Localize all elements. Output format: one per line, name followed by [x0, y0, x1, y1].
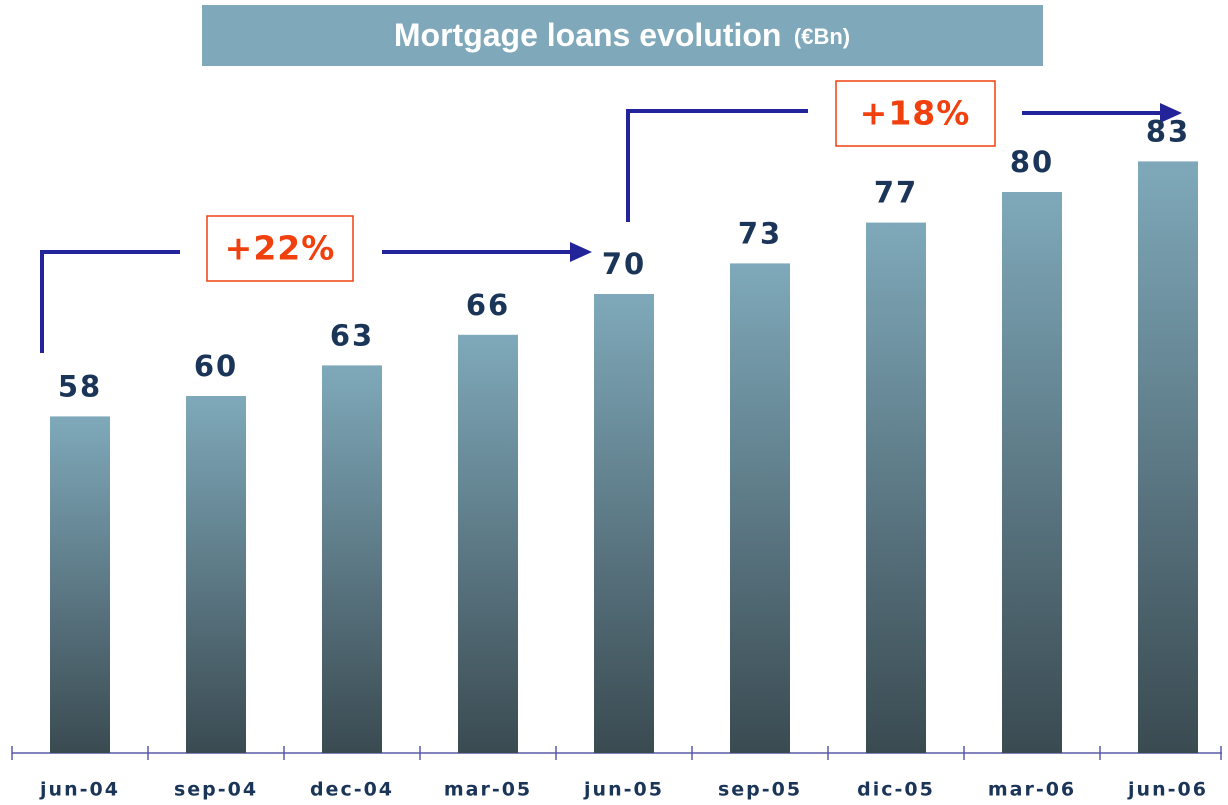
- value-label: 80: [1010, 145, 1054, 179]
- value-label: 66: [466, 288, 510, 322]
- bar: [594, 294, 654, 753]
- value-label: 77: [874, 176, 918, 210]
- annotation: +22%: [225, 229, 336, 268]
- value-label: 70: [602, 247, 646, 281]
- bar: [1138, 161, 1198, 753]
- chart-title: Mortgage loans evolution: [394, 17, 782, 53]
- value-label: 58: [58, 369, 102, 403]
- bar: [186, 396, 246, 753]
- arrow-head: [1160, 103, 1182, 123]
- x-tick-label: jun-06: [1127, 779, 1208, 801]
- x-tick-label: jun-05: [583, 779, 664, 801]
- x-tick-label: sep-05: [718, 779, 802, 801]
- title-box: [202, 5, 1043, 66]
- bar: [50, 416, 110, 753]
- value-label: 60: [194, 349, 238, 383]
- value-label: 73: [738, 216, 782, 250]
- bar: [322, 365, 382, 753]
- x-tick-label: dic-05: [857, 779, 935, 801]
- bar: [866, 222, 926, 754]
- bar: [1002, 192, 1062, 753]
- arrow-line: [626, 109, 808, 222]
- x-tick-label: mar-06: [988, 779, 1076, 801]
- arrow-head: [570, 242, 592, 262]
- x-tick-label: mar-05: [444, 779, 532, 801]
- unit: (€Bn): [794, 24, 850, 49]
- annotation: +18%: [860, 94, 971, 133]
- bar: [458, 334, 518, 753]
- bar: [730, 263, 790, 753]
- x-tick-label: jun-04: [39, 779, 120, 801]
- chart-title-group: Mortgage loans evolution (€Bn): [394, 17, 850, 53]
- annotation-box: [835, 80, 996, 147]
- arrow-line: [40, 250, 180, 353]
- value-label: 83: [1146, 114, 1190, 148]
- growth-arrows: [40, 109, 1162, 353]
- value-label: 63: [330, 318, 374, 352]
- x-tick-label: sep-04: [174, 779, 258, 801]
- annotation-box: [206, 215, 354, 282]
- x-tick-label: dec-04: [310, 779, 394, 801]
